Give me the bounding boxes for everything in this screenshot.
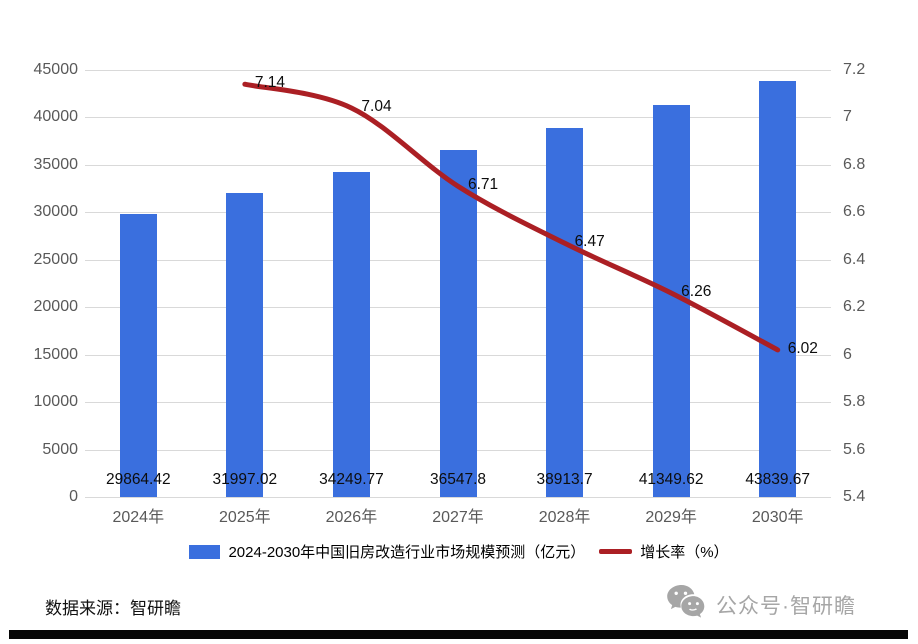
right-axis-tick: 6.2: [843, 298, 866, 316]
right-axis-tick: 6.4: [843, 250, 866, 268]
gridline: [85, 70, 831, 71]
line-value-label: 7.14: [254, 74, 286, 92]
bar-value-label: 41349.62: [638, 471, 704, 488]
bar-value-label: 34249.77: [319, 471, 384, 488]
bar: [332, 172, 370, 497]
right-axis-tick: 7.2: [843, 61, 866, 78]
right-axis-tick: 5.8: [843, 393, 866, 411]
publisher-watermark: 公众号·智研瞻: [665, 584, 856, 625]
bar: [439, 150, 477, 497]
category-label: 2025年: [219, 509, 271, 526]
left-axis-tick: 30000: [33, 203, 79, 221]
category-label: 2028年: [538, 509, 591, 526]
bar-value-label: 43839.67: [745, 471, 811, 488]
left-axis-tick: 20000: [33, 298, 79, 316]
legend-item-market-size: 2024-2030年中国旧房改造行业市场规模预测（亿元）: [189, 541, 585, 562]
left-axis-tick: 15000: [33, 345, 79, 363]
left-axis-tick: 40000: [33, 108, 79, 126]
category-label: 2026年: [325, 509, 378, 526]
gridline: [85, 117, 831, 119]
legend-bar-label: 2024-2030年中国旧房改造行业市场规模预测（亿元）: [228, 544, 586, 561]
bottom-divider-bar: [9, 630, 908, 639]
line-value-label: 6.71: [468, 176, 499, 194]
line-value-label: 6.26: [681, 282, 712, 300]
left-axis-tick: 10000: [33, 393, 79, 411]
legend-item-growth-rate: 增长率（%）: [599, 541, 729, 562]
bar: [546, 127, 584, 497]
bar-value-label: 38913.7: [536, 471, 593, 488]
line-value-label: 7.04: [361, 97, 392, 115]
line-value-label: 6.02: [787, 339, 818, 357]
bar-value-label: 29864.42: [105, 471, 171, 488]
category-label: 2029年: [645, 509, 697, 526]
category-label: 2030年: [751, 509, 804, 526]
legend-line-swatch-icon: [599, 549, 633, 554]
left-axis-tick: 25000: [33, 250, 79, 268]
growth-rate-line-path: [242, 81, 781, 353]
wechat-icon: [665, 584, 707, 625]
left-axis-tick: 35000: [33, 155, 79, 173]
left-axis-tick: 5000: [42, 440, 78, 458]
right-axis-tick: 5.4: [843, 488, 866, 505]
bar: [226, 193, 264, 497]
right-axis-tick: 7: [843, 108, 852, 126]
right-axis-tick: 5.6: [843, 440, 866, 458]
right-axis-tick: 6.6: [843, 203, 866, 221]
right-axis-tick: 6.8: [843, 155, 866, 173]
bar: [759, 81, 797, 497]
left-axis-tick: 0: [69, 488, 78, 505]
category-label: 2024年: [112, 509, 165, 526]
watermark-text: 公众号·智研瞻: [716, 594, 856, 618]
bar: [119, 213, 157, 497]
line-value-label: 6.47: [574, 233, 605, 251]
legend-line-label: 增长率（%）: [640, 544, 729, 561]
source-note: 数据来源：智研瞻: [45, 599, 181, 618]
legend-bar-swatch-icon: [189, 544, 221, 559]
right-axis-tick: 6: [843, 345, 852, 363]
gridline: [85, 497, 831, 498]
bar-value-label: 31997.02: [212, 471, 278, 488]
left-axis-tick: 45000: [33, 61, 79, 78]
category-label: 2027年: [432, 509, 484, 526]
chart-legend: 2024-2030年中国旧房改造行业市场规模预测（亿元） 增长率（%）: [0, 541, 918, 562]
bar-value-label: 36547.8: [429, 471, 487, 488]
